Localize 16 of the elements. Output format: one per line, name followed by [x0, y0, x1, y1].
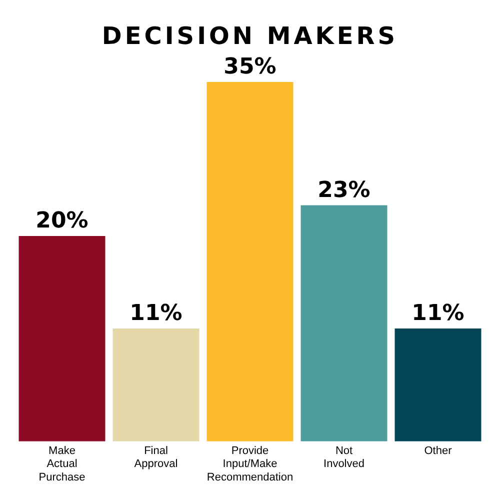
x-tick-label: Not Involved: [324, 445, 364, 470]
data-label: 11%: [130, 301, 182, 326]
data-label: 11%: [412, 301, 464, 326]
bar: [18, 236, 106, 442]
data-label: 23%: [318, 178, 370, 203]
x-tick-label: Final Approval: [134, 445, 178, 470]
bar: [394, 328, 482, 442]
chart-title: DECISION MAKERS: [100, 22, 400, 52]
bar: [206, 82, 294, 442]
x-tick-label: Make Actual Purchase: [38, 445, 86, 484]
x-tick-label: Other: [424, 445, 452, 458]
data-label: 35%: [224, 54, 276, 80]
data-label: 20%: [36, 208, 88, 234]
bar: [300, 205, 388, 442]
x-tick-label: Provide Input/Make Recommendation: [206, 445, 294, 484]
bar: [112, 328, 200, 442]
